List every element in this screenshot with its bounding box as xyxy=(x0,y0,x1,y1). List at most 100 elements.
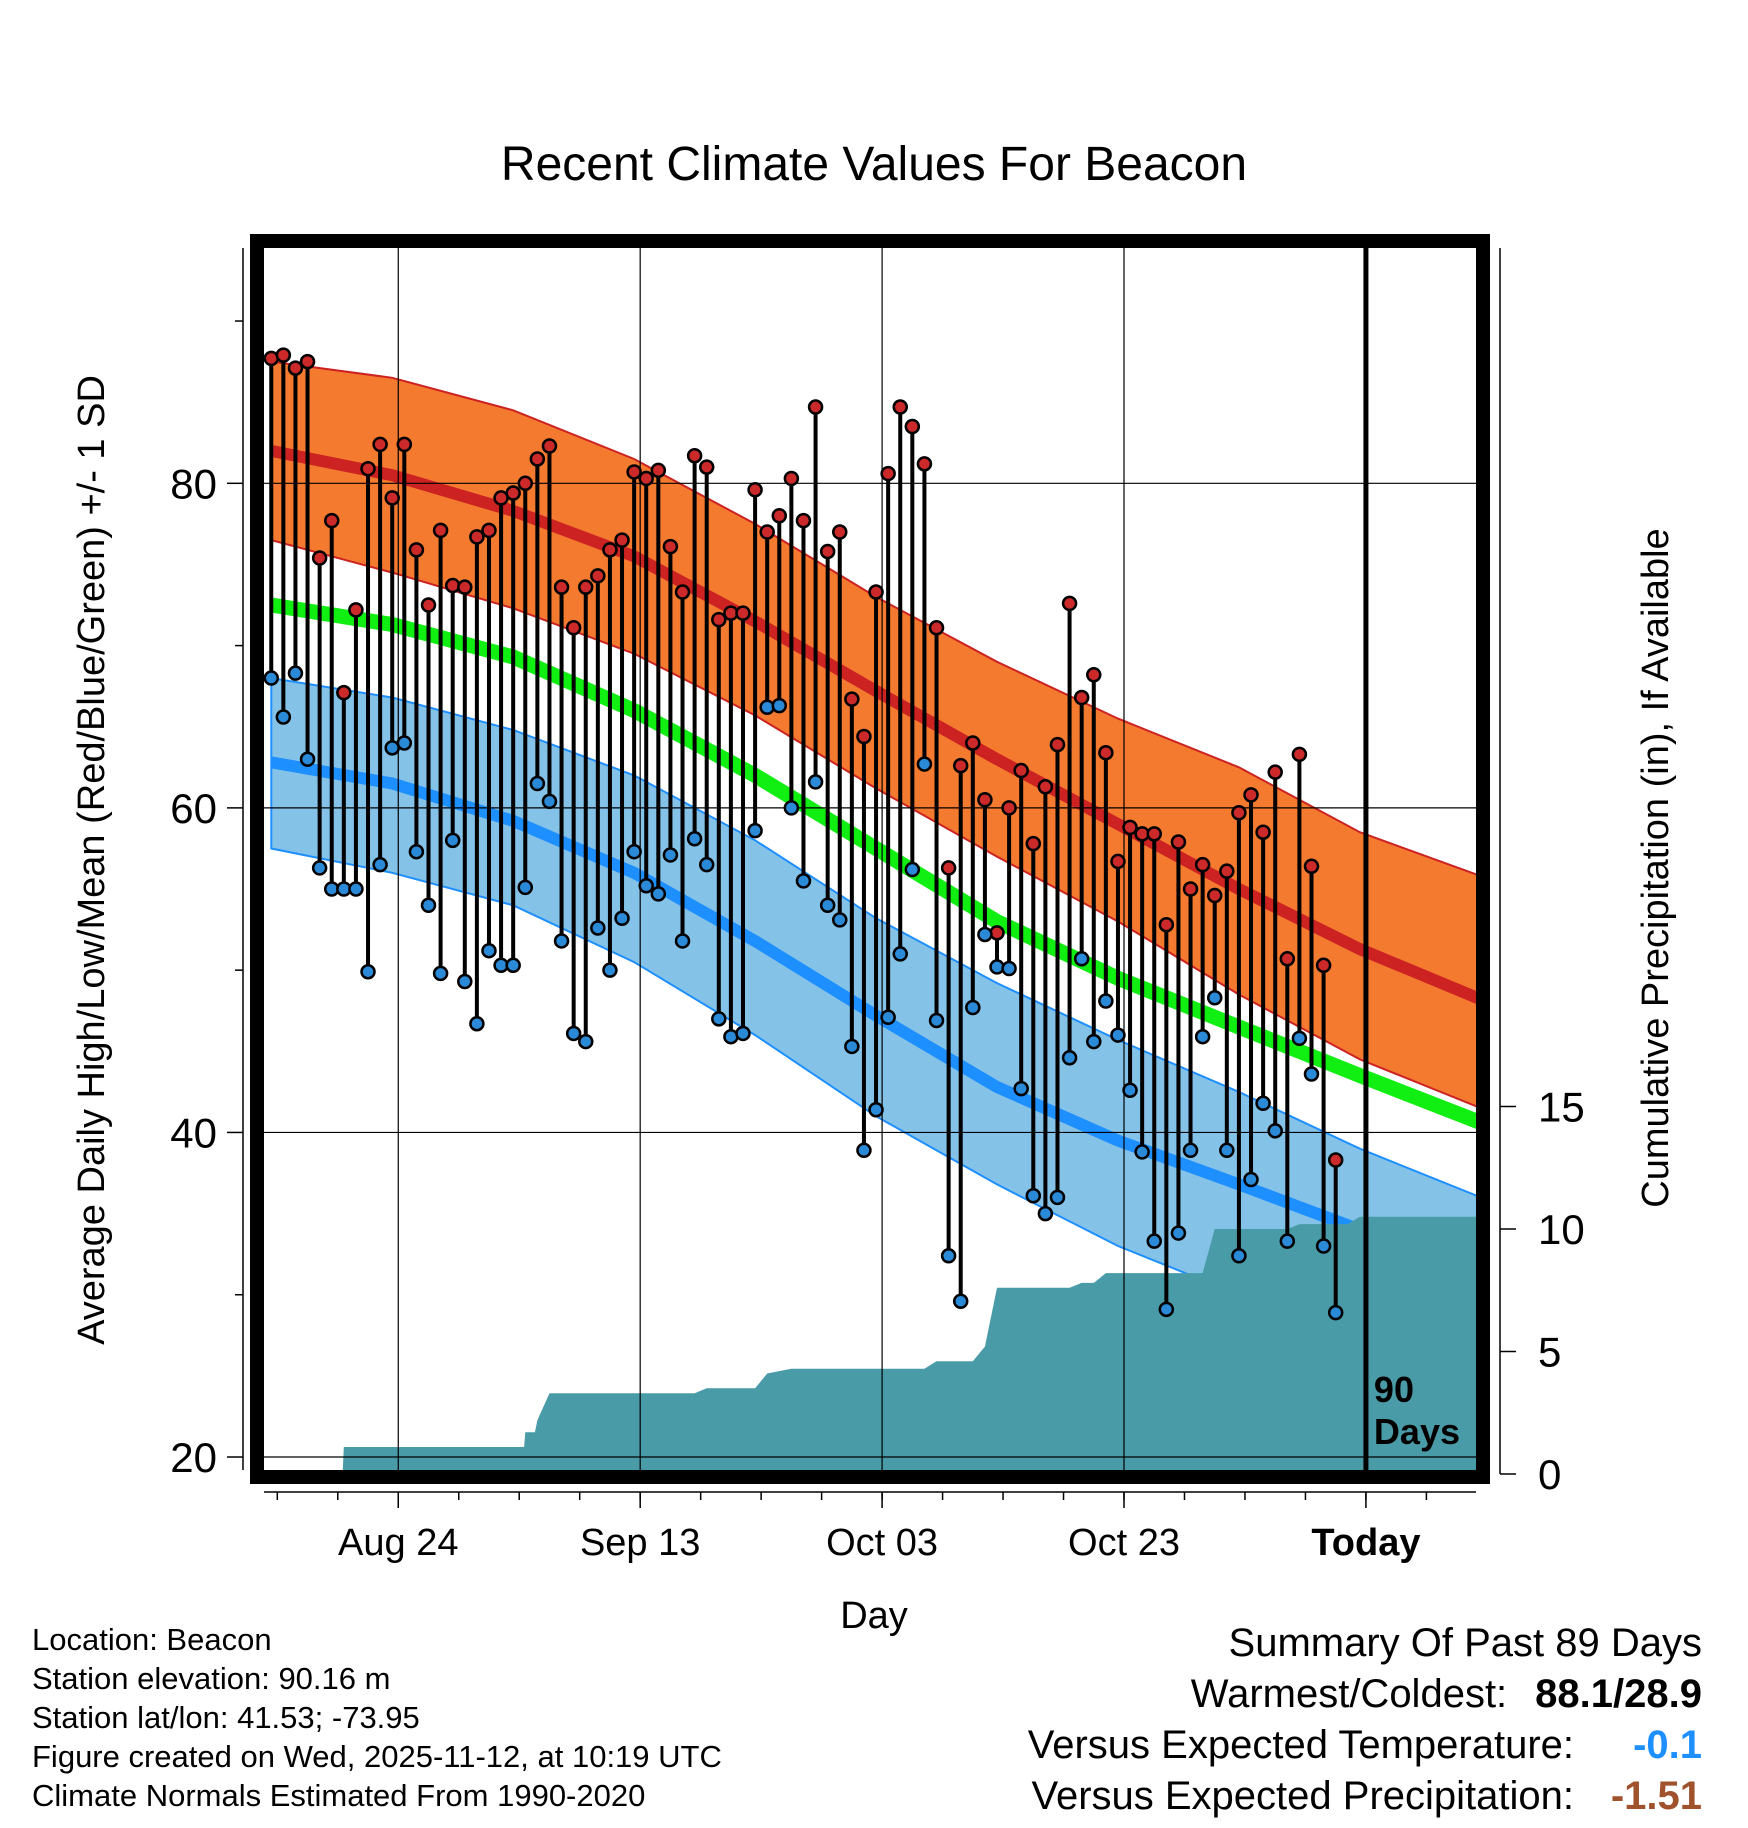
daily-high-point xyxy=(299,353,316,370)
daily-low-point xyxy=(1146,1233,1163,1249)
daily-high-point xyxy=(1049,736,1066,753)
daily-high-point xyxy=(384,490,400,506)
elevation-text: Station elevation: 90.16 m xyxy=(32,1661,391,1696)
daily-low-point xyxy=(952,1293,969,1309)
daily-high-point xyxy=(1231,804,1247,821)
chart-title: Recent Climate Values For Beacon xyxy=(501,138,1247,191)
daily-low-point xyxy=(1303,1066,1320,1082)
daily-high-point xyxy=(1182,881,1199,897)
daily-high-point xyxy=(372,436,388,453)
daily-low-point xyxy=(565,1025,582,1042)
daily-low-point xyxy=(626,843,642,860)
daily-low-point xyxy=(856,1142,872,1159)
summary-panel: Summary Of Past 89 Days Warmest/Coldest:… xyxy=(1028,1618,1702,1822)
daily-low-point xyxy=(1267,1123,1283,1139)
daily-low-point xyxy=(868,1101,884,1118)
daily-low-point xyxy=(1182,1142,1199,1159)
high-sd-band xyxy=(270,360,1476,1108)
daily-low-point xyxy=(940,1248,957,1264)
precip-label: Versus Expected Precipitation: xyxy=(1031,1774,1574,1818)
daily-low-point xyxy=(481,942,497,959)
plot-frame xyxy=(250,234,1490,1484)
today-days-label-1: 90 xyxy=(1374,1369,1414,1410)
station-info: Location: Beacon Station elevation: 90.1… xyxy=(32,1620,722,1815)
daily-high-point xyxy=(1098,744,1114,761)
daily-low-point xyxy=(1134,1144,1150,1160)
daily-low-point xyxy=(1122,1082,1138,1099)
daily-low-point xyxy=(928,1012,945,1029)
daily-low-point xyxy=(444,832,461,849)
daily-high-point xyxy=(1122,819,1138,836)
warmest-value: 88.1/28.9 xyxy=(1535,1672,1702,1716)
daily-low-point xyxy=(348,881,364,897)
x-tick-label-2: Oct 03 xyxy=(826,1522,938,1564)
daily-low-point xyxy=(590,920,606,936)
daily-high-point xyxy=(1001,800,1017,816)
daily-high-point xyxy=(868,584,884,600)
daily-high-point xyxy=(940,860,957,876)
daily-high-point xyxy=(1061,595,1078,612)
daily-low-point xyxy=(1098,993,1114,1009)
precip-row: Versus Expected Precipitation: -1.51 xyxy=(1028,1771,1702,1822)
daily-low-point xyxy=(771,697,788,714)
daily-high-point xyxy=(396,436,413,453)
daily-low-point xyxy=(420,897,437,914)
daily-low-point xyxy=(892,946,908,962)
daily-high-point xyxy=(952,757,969,774)
daily-high-point xyxy=(795,512,812,529)
daily-high-point xyxy=(1255,824,1271,840)
daily-low-point xyxy=(795,873,812,889)
daily-high-point xyxy=(457,579,473,595)
daily-high-point xyxy=(408,542,425,558)
daily-low-point xyxy=(541,793,558,810)
daily-high-point xyxy=(1219,863,1235,879)
created-text: Figure created on Wed, 2025-11-12, at 10… xyxy=(32,1739,722,1774)
daily-high-point xyxy=(577,579,594,595)
daily-high-point xyxy=(469,529,485,545)
daily-low-point xyxy=(1025,1187,1042,1204)
daily-low-point xyxy=(529,775,546,792)
daily-low-point xyxy=(650,886,667,902)
daily-low-point xyxy=(1001,960,1017,977)
x-tick-label-0: Aug 24 xyxy=(338,1522,458,1564)
daily-low-point xyxy=(1073,951,1090,967)
y2-tick-label-2: 10 xyxy=(1538,1206,1585,1253)
y2-tick-label-1: 5 xyxy=(1538,1329,1561,1376)
daily-low-point xyxy=(1291,1030,1308,1047)
daily-low-point xyxy=(686,830,703,847)
daily-high-point xyxy=(965,735,981,751)
daily-high-point xyxy=(1327,1152,1344,1168)
daily-low-point xyxy=(1170,1225,1187,1241)
daily-low-point xyxy=(408,843,425,860)
daily-high-point xyxy=(481,522,497,539)
daily-high-point xyxy=(1158,916,1175,933)
daily-high-point xyxy=(638,470,654,487)
daily-low-point xyxy=(1086,1033,1102,1050)
daily-low-point xyxy=(1279,1233,1296,1249)
daily-low-point xyxy=(1315,1238,1332,1254)
daily-high-point xyxy=(674,584,691,600)
daily-low-point xyxy=(698,856,715,873)
daily-high-point xyxy=(1243,787,1259,803)
daily-high-point xyxy=(311,550,328,566)
y2-tick-label-0: 0 xyxy=(1538,1451,1561,1498)
daily-low-point xyxy=(674,933,691,949)
daily-low-point xyxy=(1061,1050,1078,1066)
daily-low-point xyxy=(977,926,993,943)
daily-high-point xyxy=(771,508,788,524)
daily-high-point xyxy=(832,524,848,540)
daily-low-point xyxy=(832,912,848,928)
daily-high-point xyxy=(904,418,921,435)
daily-low-point xyxy=(287,665,304,681)
daily-high-point xyxy=(735,605,751,621)
temp-row: Versus Expected Temperature: -0.1 xyxy=(1028,1720,1702,1771)
y2-axis-label: Cumulative Precipitation (in), If Availa… xyxy=(1635,528,1677,1207)
daily-low-point xyxy=(916,756,933,772)
latlon-text: Station lat/lon: 41.53; -73.95 xyxy=(32,1700,420,1735)
daily-high-point xyxy=(686,447,703,464)
daily-high-point xyxy=(662,538,679,555)
daily-low-point xyxy=(1255,1095,1271,1111)
daily-high-point xyxy=(1146,826,1163,842)
daily-high-point xyxy=(650,462,667,479)
